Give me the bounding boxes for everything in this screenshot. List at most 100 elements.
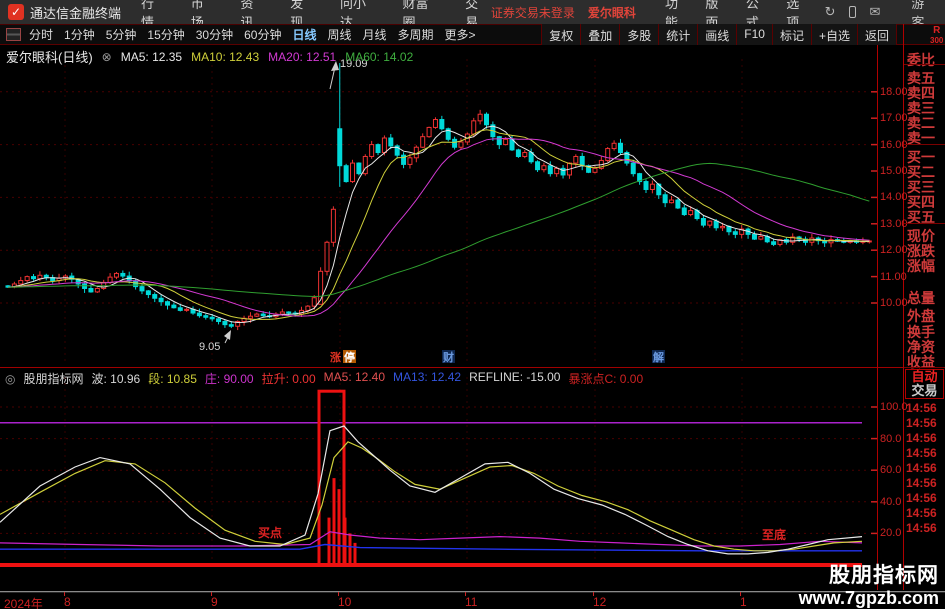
period-tab-15分钟[interactable]: 15分钟: [147, 28, 185, 42]
candle-body: [739, 228, 745, 235]
signal-label: 至底: [762, 527, 786, 542]
sidebar-row-卖三: 卖三: [907, 100, 935, 116]
ma60-line: [7, 162, 870, 298]
refresh-icon[interactable]: ↻: [824, 4, 836, 19]
ma5-line: [7, 125, 870, 324]
sidebar-time: 14:56: [906, 506, 937, 520]
indicator-tick-label: 100.0: [880, 401, 908, 413]
candle-body: [37, 274, 43, 280]
action-button-多股[interactable]: 多股: [619, 24, 659, 45]
candle-body: [484, 113, 489, 126]
period-tab-多周期[interactable]: 多周期: [397, 28, 434, 42]
event-marker-bg: [343, 350, 356, 363]
price-tick-label: 17.00: [880, 112, 908, 125]
period-tab-月线[interactable]: 月线: [362, 28, 387, 42]
candle-body: [216, 318, 222, 322]
period-tab-分时[interactable]: 分时: [29, 28, 54, 42]
mobile-icon[interactable]: [848, 6, 857, 18]
timeline-axis[interactable]: 2024年 8 9 10 11 12 1: [0, 591, 945, 609]
plot-right-border: [877, 45, 878, 590]
indicator-tick-label: 80.0: [880, 432, 902, 445]
candle-body: [158, 297, 164, 303]
ma-label: MA60: 14.02: [345, 49, 414, 64]
candle-body: [637, 173, 643, 183]
period-tabs: 分时 1分钟 5分钟 15分钟 30分钟 60分钟 日线 周线 月线 多周期 更多>: [29, 26, 476, 43]
period-tab-周线[interactable]: 周线: [327, 28, 352, 42]
close-circle-icon[interactable]: ⊗: [101, 49, 112, 64]
period-tab-日线[interactable]: 日线: [292, 28, 317, 42]
candle-body: [356, 162, 362, 175]
timeline-month-label: 11: [465, 595, 478, 609]
candle-body: [560, 167, 566, 176]
auto-trade-button[interactable]: 自动 交易: [905, 369, 944, 399]
watermark: 股朋指标网 www.7gpzb.com: [799, 564, 939, 608]
candle-body: [228, 324, 234, 327]
sidebar-row-换手: 换手: [907, 324, 935, 340]
candle-body: [24, 276, 30, 282]
sidebar-row-买五: 买五: [907, 209, 935, 225]
sidebar-time: 14:56: [906, 491, 937, 505]
period-tab-30分钟[interactable]: 30分钟: [195, 28, 234, 42]
candle-body: [279, 311, 285, 315]
candle-body: [394, 145, 400, 156]
sidebar-time: 14:56: [906, 461, 937, 475]
toolbar-actions: 复权 叠加 多股 统计 画线 F10 标记 +自选 返回: [541, 24, 897, 45]
action-button-叠加[interactable]: 叠加: [580, 24, 620, 45]
candle-body: [547, 165, 553, 175]
candle-body: [31, 276, 37, 280]
sidebar-row-委比: 委比: [907, 52, 935, 68]
candle-body: [196, 312, 202, 317]
candle-body: [311, 297, 317, 307]
candle-body: [420, 136, 426, 148]
login-status[interactable]: 证券交易未登录: [490, 5, 575, 20]
candle-body: [720, 225, 726, 229]
candle-body: [828, 239, 834, 244]
candle-body: [286, 311, 292, 314]
candle-body: [113, 272, 119, 278]
indicator-header-row: ◎ 股朋指标网 波: 10.96 段: 10.85 庄: 90.00 拉升: 0.00…: [5, 370, 643, 387]
period-tab-60分钟[interactable]: 60分钟: [244, 28, 282, 42]
stock-shortcut[interactable]: 爱尔眼科: [587, 5, 636, 20]
action-button-统计[interactable]: 统计: [658, 24, 698, 45]
candle-body: [643, 181, 649, 190]
indicator-collapse-icon[interactable]: ◎: [5, 371, 16, 386]
candle-body: [94, 287, 100, 293]
action-button-+自选[interactable]: +自选: [810, 24, 857, 45]
indicator-value: 波: 10.96: [91, 372, 141, 386]
sidebar-time: 14:56: [906, 401, 937, 415]
timeline-tick: [740, 592, 741, 596]
sidebar-row-卖一: 卖一: [907, 130, 935, 146]
candle-body: [758, 235, 764, 240]
candle-body: [203, 315, 209, 318]
event-marker-bg: [442, 350, 455, 363]
action-button-返回[interactable]: 返回: [856, 24, 897, 45]
candle-body: [18, 280, 24, 285]
ma10-line: [7, 129, 870, 320]
price-tick-label: 13.00: [880, 217, 908, 230]
sidebar-row-现价: 现价: [907, 228, 935, 244]
indicator-value: 段: 10.85: [148, 372, 197, 386]
signal-box: [317, 389, 346, 567]
sidebar-left-border: [903, 24, 904, 590]
candle-body: [260, 313, 266, 317]
candle-body: [407, 157, 413, 165]
action-button-F10[interactable]: F10: [736, 24, 772, 45]
timeline-year: 2024年: [4, 597, 43, 609]
period-tab-更多>[interactable]: 更多>: [444, 28, 476, 42]
sidebar-row-卖二: 卖二: [907, 115, 935, 131]
candle-body: [43, 274, 49, 279]
period-tab-1分钟[interactable]: 1分钟: [64, 28, 95, 42]
action-button-标记[interactable]: 标记: [771, 24, 811, 45]
ma-label: MA20: 12.51: [268, 49, 337, 64]
candle-body: [254, 313, 260, 317]
candle-body: [107, 276, 113, 283]
indicator-value: MA13: 12.42: [393, 370, 462, 384]
period-tab-5分钟[interactable]: 5分钟: [105, 28, 137, 42]
candle-body: [662, 194, 668, 204]
sidebar-separator: [904, 144, 945, 145]
mail-icon[interactable]: ✉: [869, 4, 881, 19]
screen-mode-icon[interactable]: [6, 28, 21, 41]
candle-body: [573, 155, 579, 164]
action-button-画线[interactable]: 画线: [697, 24, 737, 45]
action-button-复权[interactable]: 复权: [541, 24, 581, 45]
